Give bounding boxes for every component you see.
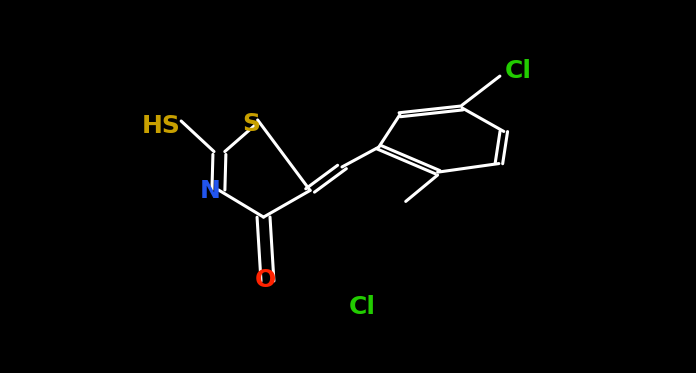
- Text: O: O: [254, 268, 276, 292]
- Text: Cl: Cl: [349, 295, 376, 319]
- Text: S: S: [242, 112, 260, 136]
- Text: HS: HS: [142, 114, 181, 138]
- Text: N: N: [200, 179, 221, 203]
- Text: Cl: Cl: [505, 59, 532, 83]
